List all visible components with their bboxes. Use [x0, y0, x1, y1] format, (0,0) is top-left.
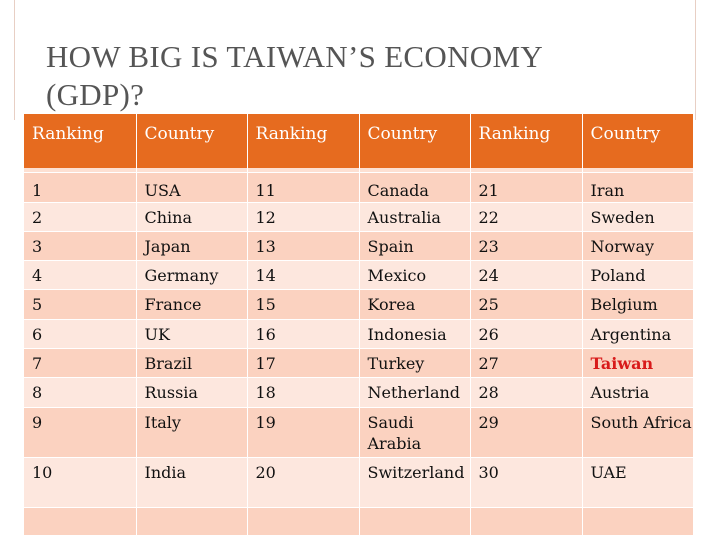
country-cell: Saudi Arabia [359, 407, 471, 458]
empty-cell [136, 507, 248, 536]
empty-cell [470, 507, 583, 536]
header-country: Country [582, 114, 693, 168]
empty-cell [247, 507, 360, 536]
table-row: 3 Japan 13 Spain 23 Norway [24, 231, 693, 262]
table-row: 1 USA 11 Canada 21 Iran [24, 172, 693, 203]
country-cell: Spain [359, 231, 471, 262]
country-cell: France [136, 289, 248, 320]
country-cell: China [136, 202, 248, 232]
country-cell: Belgium [582, 289, 693, 320]
country-cell: Netherland [359, 377, 471, 408]
ranking-cell: 30 [470, 457, 583, 508]
slide-title-line-1: HOW BIG IS TAIWAN’S ECONOMY [46, 39, 544, 74]
header-ranking: Ranking [470, 114, 583, 168]
table-row: 6 UK 16 Indonesia 26 Argentina [24, 319, 693, 349]
ranking-cell: 20 [247, 457, 360, 508]
country-cell: Mexico [359, 260, 471, 291]
ranking-cell: 6 [24, 319, 137, 349]
country-cell: Turkey [359, 348, 471, 379]
ranking-cell: 1 [24, 172, 137, 203]
country-cell: Canada [359, 172, 471, 203]
ranking-cell: 5 [24, 289, 137, 320]
country-cell: Italy [136, 407, 248, 458]
slide-title: HOW BIG IS TAIWAN’S ECONOMY (GDP)? [46, 38, 666, 114]
header-spacer-row [24, 168, 693, 173]
ranking-cell: 7 [24, 348, 137, 379]
ranking-cell: 19 [247, 407, 360, 458]
table-row: 4 Germany 14 Mexico 24 Poland [24, 260, 693, 291]
ranking-cell: 8 [24, 377, 137, 408]
slide-frame-left-line [14, 0, 15, 120]
country-cell-highlighted: Taiwan [582, 348, 693, 379]
empty-cell [582, 507, 693, 536]
country-cell: UAE [582, 457, 693, 508]
ranking-cell: 28 [470, 377, 583, 408]
country-cell: Indonesia [359, 319, 471, 349]
ranking-cell: 18 [247, 377, 360, 408]
ranking-cell: 11 [247, 172, 360, 203]
table-row: 2 China 12 Australia 22 Sweden [24, 202, 693, 232]
ranking-cell: 16 [247, 319, 360, 349]
header-country: Country [359, 114, 471, 168]
ranking-cell: 9 [24, 407, 137, 458]
ranking-cell: 21 [470, 172, 583, 203]
country-cell: Norway [582, 231, 693, 262]
country-cell: Germany [136, 260, 248, 291]
ranking-cell: 25 [470, 289, 583, 320]
country-cell: India [136, 457, 248, 508]
gdp-ranking-table: Ranking Country Ranking Country Ranking … [24, 114, 693, 536]
country-cell: Switzerland [359, 457, 471, 508]
ranking-cell: 2 [24, 202, 137, 232]
country-cell: Australia [359, 202, 471, 232]
ranking-cell: 12 [247, 202, 360, 232]
slide-frame-right-line [695, 0, 696, 120]
ranking-cell: 24 [470, 260, 583, 291]
table-row: 8 Russia 18 Netherland 28 Austria [24, 377, 693, 408]
country-cell: Japan [136, 231, 248, 262]
country-cell: Iran [582, 172, 693, 203]
ranking-cell: 13 [247, 231, 360, 262]
header-ranking: Ranking [247, 114, 360, 168]
ranking-cell: 14 [247, 260, 360, 291]
empty-cell [24, 507, 137, 536]
table-row: 9 Italy 19 Saudi Arabia 29 South Africa [24, 407, 693, 458]
slide-title-line-2: (GDP)? [46, 77, 145, 112]
table-header-row: Ranking Country Ranking Country Ranking … [24, 114, 693, 168]
table-row: 7 Brazil 17 Turkey 27 Taiwan [24, 348, 693, 379]
ranking-cell: 29 [470, 407, 583, 458]
country-cell: UK [136, 319, 248, 349]
header-country: Country [136, 114, 248, 168]
ranking-cell: 10 [24, 457, 137, 508]
ranking-cell: 15 [247, 289, 360, 320]
country-cell: Brazil [136, 348, 248, 379]
country-cell: USA [136, 172, 248, 203]
ranking-cell: 22 [470, 202, 583, 232]
ranking-cell: 26 [470, 319, 583, 349]
table-row: 5 France 15 Korea 25 Belgium [24, 289, 693, 320]
country-cell: Korea [359, 289, 471, 320]
empty-cell [359, 507, 471, 536]
country-cell: Austria [582, 377, 693, 408]
country-cell: Poland [582, 260, 693, 291]
ranking-cell: 17 [247, 348, 360, 379]
country-cell: Russia [136, 377, 248, 408]
ranking-cell: 3 [24, 231, 137, 262]
table-row-empty [24, 507, 693, 536]
country-cell: Sweden [582, 202, 693, 232]
country-cell: Argentina [582, 319, 693, 349]
ranking-cell: 23 [470, 231, 583, 262]
header-ranking: Ranking [24, 114, 137, 168]
ranking-cell: 27 [470, 348, 583, 379]
country-cell: South Africa [582, 407, 693, 458]
ranking-cell: 4 [24, 260, 137, 291]
table-row: 10 India 20 Switzerland 30 UAE [24, 457, 693, 508]
